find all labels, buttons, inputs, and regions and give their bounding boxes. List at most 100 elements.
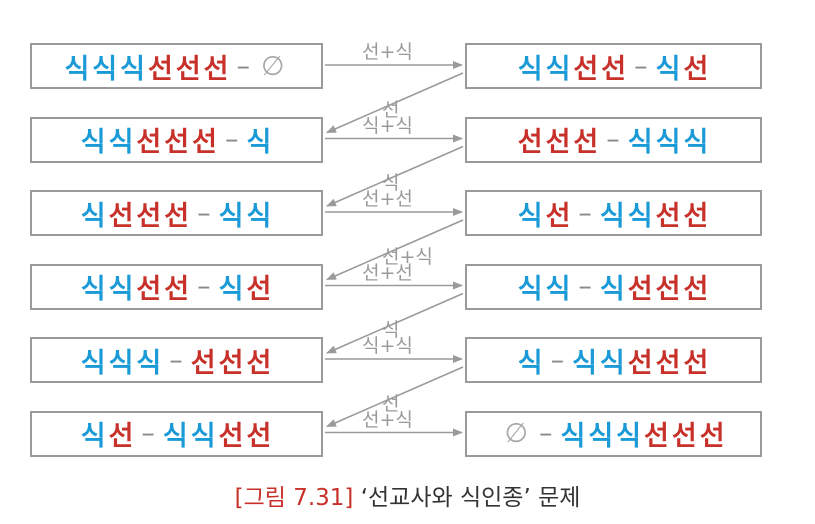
cannibal-token: 선 — [108, 421, 135, 452]
backward-arrow — [326, 219, 464, 281]
missionary-token: 식 — [560, 421, 587, 452]
cannibal-token: 선 — [627, 274, 654, 305]
backward-arrow — [326, 366, 464, 428]
cannibal-token: 선 — [545, 200, 572, 232]
state-box: 식 식 – 식 선 선 선 — [465, 263, 762, 310]
cannibal-token: 선 — [683, 274, 710, 305]
bank-divider: – — [169, 344, 184, 376]
cannibal-token: 선 — [573, 127, 600, 158]
backward-move-label: 선+식 — [382, 245, 433, 268]
missionary-token: 식 — [80, 347, 107, 379]
cannibal-token: 선 — [683, 200, 710, 232]
state-box: 식 선 – 식 식 선 선 — [465, 190, 762, 236]
cannibal-token: 선 — [601, 53, 628, 85]
missionary-token: 식 — [655, 127, 682, 158]
bank-divider: – — [578, 271, 593, 302]
missionary-token: 식 — [545, 274, 572, 305]
forward-move-label: 식+식 — [362, 335, 413, 357]
forward-move-label: 선+선 — [362, 261, 413, 284]
cannibal-token: 선 — [147, 53, 174, 85]
bank-divider: – — [538, 418, 554, 449]
bank-divider: – — [578, 197, 593, 229]
cannibal-token: 선 — [203, 53, 230, 85]
cannibal-token: 선 — [517, 127, 544, 158]
forward-move-label: 식+식 — [362, 114, 413, 137]
backward-move-label: 선 — [382, 98, 400, 121]
missionary-token: 식 — [218, 274, 245, 305]
state-box: 식 식 선 선 – 식 선 — [30, 263, 323, 310]
missionary-token: 식 — [190, 421, 217, 452]
cannibal-token: 선 — [175, 53, 202, 85]
missionary-token: 식 — [616, 421, 643, 452]
figure-number: [그림 7.31] — [234, 485, 354, 511]
missionary-token: 식 — [627, 200, 654, 232]
cannibal-token: 선 — [136, 274, 163, 305]
cannibal-token: 선 — [218, 421, 245, 452]
missionary-token: 식 — [136, 347, 163, 379]
state-box: 선 선 선 – 식 식 식 — [465, 116, 762, 163]
cannibal-token: 선 — [136, 127, 163, 158]
missionary-token: 식 — [120, 53, 146, 85]
cannibal-token: 선 — [573, 53, 600, 85]
missionary-token: 식 — [627, 127, 654, 158]
cannibal-token: 선 — [655, 274, 682, 305]
bank-divider: – — [224, 124, 240, 155]
state-box: 식 선 선 선 – 식 식 — [30, 190, 323, 236]
missionary-token: 식 — [599, 200, 626, 232]
missionary-token: 식 — [80, 274, 107, 305]
bank-divider: – — [236, 50, 252, 82]
cannibal-token: 선 — [108, 200, 135, 232]
backward-move-label: 선 — [382, 392, 400, 415]
backward-move-label: 식 — [382, 172, 400, 195]
cannibal-token: 선 — [246, 347, 273, 379]
bank-divider: – — [634, 50, 649, 82]
state-box: 식 식 식 – 선 선 선 — [30, 337, 323, 383]
cannibal-token: 선 — [683, 347, 710, 379]
cannibal-token: 선 — [218, 347, 245, 379]
state-box: 식 식 선 선 – 식 선 — [465, 43, 762, 89]
missionary-token: 식 — [683, 127, 710, 158]
missionary-token: 식 — [517, 347, 544, 379]
missionary-token: 식 — [64, 53, 91, 85]
missionary-token: 식 — [80, 200, 107, 232]
cannibal-token: 선 — [627, 347, 654, 379]
backward-arrow — [326, 145, 464, 207]
missionary-token: 식 — [162, 421, 189, 452]
empty-set-symbol: ∅ — [504, 418, 529, 449]
cannibal-token: 선 — [683, 53, 710, 85]
missionary-token: 식 — [572, 347, 598, 379]
cannibal-token: 선 — [644, 421, 670, 452]
missionary-token: 식 — [108, 274, 135, 305]
missionary-token: 식 — [517, 53, 544, 85]
cannibal-token: 선 — [246, 421, 273, 452]
missionary-token: 식 — [588, 421, 615, 452]
cannibal-token: 선 — [192, 127, 218, 158]
missionary-token: 식 — [108, 127, 135, 158]
cannibal-token: 선 — [655, 200, 682, 232]
missionary-token: 식 — [218, 200, 245, 232]
cannibal-token: 선 — [545, 127, 572, 158]
figure-caption: [그림 7.31] ‘선교사와 식인종’ 문제 — [0, 478, 815, 512]
missionary-token: 식 — [246, 127, 273, 158]
figure-title: ‘선교사와 식인종’ 문제 — [360, 485, 581, 511]
missionary-token: 식 — [92, 53, 119, 85]
backward-arrow — [326, 72, 464, 134]
cannibal-token: 선 — [164, 127, 191, 158]
state-box: 식 – 식 식 선 선 선 — [465, 337, 762, 383]
state-box: 식 식 식 선 선 선 – ∅ — [30, 43, 323, 89]
missionary-token: 식 — [80, 421, 107, 452]
cannibal-token: 선 — [136, 200, 163, 232]
cannibal-token: 선 — [164, 200, 191, 232]
missionary-token: 식 — [599, 274, 626, 305]
missionary-token: 식 — [108, 347, 135, 379]
cannibal-token: 선 — [164, 274, 191, 305]
cannibal-token: 선 — [190, 347, 217, 379]
forward-move-label: 선+선 — [362, 188, 413, 210]
missionary-token: 식 — [517, 200, 544, 232]
cannibal-token: 선 — [699, 421, 726, 452]
backward-move-label: 식 — [382, 319, 400, 342]
missionary-token: 식 — [655, 53, 682, 85]
missionary-token: 식 — [599, 347, 626, 379]
state-box: ∅ – 식 식 식 선 선 선 — [465, 410, 762, 457]
